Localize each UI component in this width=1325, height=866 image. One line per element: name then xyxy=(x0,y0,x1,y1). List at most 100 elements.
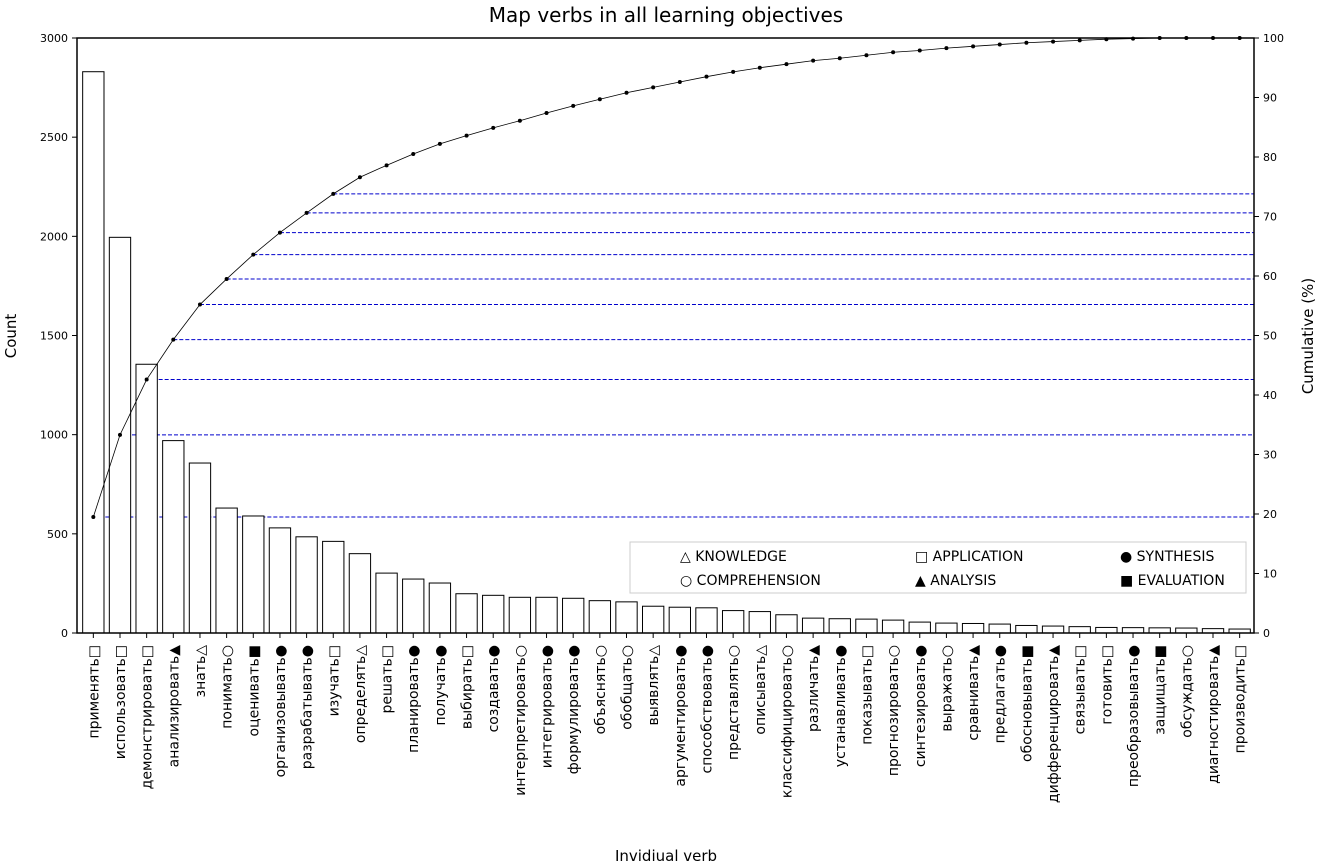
x-axis-ticks: применять□ использовать□ демонстрировать□ а… xyxy=(86,633,1249,803)
x-tick-label: производить□ xyxy=(1233,645,1249,753)
x-tick-label: получать● xyxy=(433,645,449,725)
cumulative-point xyxy=(464,133,469,138)
bar xyxy=(935,622,958,634)
x-tick-label: обосновывать■ xyxy=(1019,645,1035,762)
cumulative-point xyxy=(224,276,229,281)
reference-lines xyxy=(93,193,1254,518)
cumulative-point xyxy=(624,90,629,95)
legend-entry: ● SYNTHESIS xyxy=(1120,549,1215,565)
x-tick-label: создавать● xyxy=(486,645,502,732)
y-tick-label: 2500 xyxy=(40,131,68,144)
y2-tick-label: 60 xyxy=(1263,270,1277,283)
chart-title: Map verbs in all learning objectives xyxy=(489,3,843,27)
bar xyxy=(215,507,238,634)
bar xyxy=(82,71,105,634)
y2-tick-label: 100 xyxy=(1263,32,1284,45)
x-tick-label: прогнозировать○ xyxy=(886,645,902,776)
bar xyxy=(988,623,1011,634)
x-tick-label: определять△ xyxy=(353,645,369,743)
x-tick-label: аргументировать● xyxy=(673,645,689,787)
x-tick-label: синтезировать● xyxy=(913,645,929,767)
cumulative-point xyxy=(144,377,149,382)
x-tick-label: классифицировать○ xyxy=(779,645,795,798)
cumulative-point xyxy=(1077,38,1082,43)
cumulative-point xyxy=(837,56,842,61)
bar xyxy=(482,594,505,634)
cumulative-point xyxy=(917,48,922,53)
cumulative-point xyxy=(544,110,549,115)
cumulative-point xyxy=(784,62,789,67)
y2-tick-label: 10 xyxy=(1263,568,1277,581)
x-tick-label: демонстрировать□ xyxy=(140,645,156,789)
cumulative-point xyxy=(277,230,282,235)
cumulative-point xyxy=(117,432,122,437)
x-tick-label: объяснять○ xyxy=(593,645,609,734)
cumulative-polyline xyxy=(92,37,1240,518)
y2-tick-label: 30 xyxy=(1263,449,1277,462)
bar xyxy=(508,596,532,634)
cumulative-point xyxy=(331,191,336,196)
bar xyxy=(188,462,212,634)
x-tick-label: готовить□ xyxy=(1099,645,1115,725)
x-tick-label: организовывать● xyxy=(273,645,289,777)
legend-entry: ○ COMPREHENSION xyxy=(680,573,821,589)
x-tick-label: использовать□ xyxy=(113,645,129,759)
cumulative-point xyxy=(891,50,896,55)
x-tick-label: описывать△ xyxy=(753,645,769,735)
bar xyxy=(402,578,425,634)
x-tick-label: преобразовывать● xyxy=(1126,645,1142,787)
x-tick-label: формулировать● xyxy=(566,645,582,774)
x-tick-label: знать△ xyxy=(193,645,209,698)
cumulative-line xyxy=(91,36,1242,519)
cumulative-point xyxy=(1024,40,1029,45)
y2-tick-label: 80 xyxy=(1263,151,1277,164)
x-tick-label: оценивать■ xyxy=(246,645,262,736)
bar xyxy=(1041,625,1065,634)
cumulative-point xyxy=(757,65,762,70)
bar xyxy=(268,527,292,634)
bar xyxy=(588,600,612,634)
bar xyxy=(242,515,265,634)
y2-tick-label: 90 xyxy=(1263,92,1277,105)
cumulative-point xyxy=(411,152,416,157)
bar xyxy=(695,607,718,634)
x-tick-label: сравнивать▲ xyxy=(966,645,982,741)
legend-box xyxy=(629,541,1247,594)
y-tick-label: 2000 xyxy=(40,230,68,243)
y-axis-label: Count xyxy=(2,314,20,359)
x-tick-label: анализировать▲ xyxy=(166,645,182,768)
legend-entry: ■ EVALUATION xyxy=(1120,573,1225,589)
bar xyxy=(135,363,158,634)
x-tick-label: предлагать● xyxy=(993,645,1009,743)
y-tick-label: 500 xyxy=(47,528,68,541)
x-tick-label: связывать□ xyxy=(1073,645,1089,734)
bar xyxy=(1121,627,1145,634)
x-tick-label: показывать□ xyxy=(859,645,875,745)
cumulative-point xyxy=(864,53,869,58)
bar xyxy=(1068,626,1091,634)
x-tick-label: диагностировать▲ xyxy=(1206,645,1222,784)
x-tick-label: разрабатывать● xyxy=(300,645,316,769)
x-tick-label: интерпретировать○ xyxy=(513,645,529,796)
cumulative-point xyxy=(171,337,176,342)
cumulative-point xyxy=(437,141,442,146)
x-tick-label: решать□ xyxy=(380,645,396,714)
cumulative-point xyxy=(384,163,389,168)
cumulative-point xyxy=(517,118,522,123)
x-tick-label: применять□ xyxy=(86,645,102,739)
cumulative-point xyxy=(704,74,709,79)
x-tick-label: защищать■ xyxy=(1153,645,1169,735)
y2-tick-label: 50 xyxy=(1263,330,1277,343)
bar xyxy=(535,596,558,634)
y-axis-ticks: 0 500 1000 1500 2000 2500 3000 xyxy=(40,32,77,640)
cumulative-point xyxy=(944,46,949,51)
x-tick-label: различать▲ xyxy=(806,645,822,732)
bar xyxy=(375,572,398,634)
x-tick-label: планировать● xyxy=(406,645,422,753)
bar xyxy=(668,606,691,634)
y-tick-label: 0 xyxy=(61,627,68,640)
x-tick-label: интегрировать● xyxy=(540,645,556,768)
x-tick-label: обсуждать○ xyxy=(1179,645,1195,738)
cumulative-point xyxy=(91,514,96,519)
bar xyxy=(642,605,665,634)
